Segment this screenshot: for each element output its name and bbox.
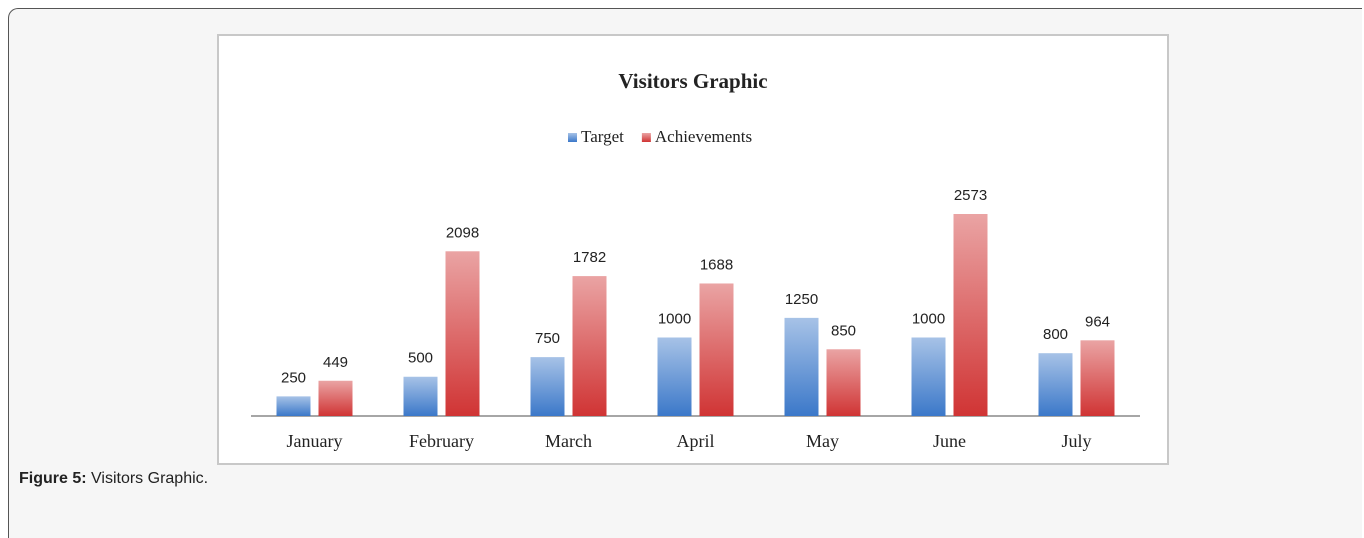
- x-tick-label: January: [287, 431, 343, 451]
- bar: [1080, 340, 1115, 416]
- bar: [911, 337, 946, 416]
- data-label: 500: [408, 350, 433, 367]
- x-tick-label: March: [545, 431, 592, 451]
- legend-swatch: [641, 133, 651, 142]
- data-label: 250: [281, 369, 306, 386]
- x-tick-label: April: [677, 431, 715, 451]
- bar: [403, 376, 438, 416]
- chart: Visitors Graphic Target Achievements Janua…: [251, 69, 1140, 451]
- caption: Figure 5: Visitors Graphic.: [19, 470, 208, 488]
- data-label: 800: [1043, 326, 1068, 343]
- bar: [657, 337, 692, 416]
- chart-panel: Visitors Graphic Target Achievements Janua…: [217, 34, 1169, 465]
- data-label: 1250: [785, 291, 818, 308]
- figure-frame: Visitors Graphic Target Achievements Janua…: [8, 8, 1362, 538]
- bar: [1038, 353, 1073, 416]
- bar: [699, 283, 734, 416]
- legend-label: Target: [581, 127, 624, 146]
- x-tick-label: June: [933, 431, 966, 451]
- caption-text: Visitors Graphic.: [91, 470, 209, 487]
- bar: [826, 349, 861, 416]
- legend-swatch: [568, 133, 577, 142]
- data-label: 1688: [700, 256, 733, 273]
- data-label: 2573: [954, 187, 987, 204]
- bar: [445, 251, 480, 416]
- chart-title: Visitors Graphic: [618, 69, 767, 93]
- bar: [784, 317, 819, 416]
- x-tick-label: July: [1061, 431, 1091, 451]
- legend-label: Achievements: [655, 127, 752, 146]
- bar: [530, 357, 565, 416]
- data-label: 1782: [573, 249, 606, 266]
- x-tick-label: May: [806, 431, 839, 451]
- data-label: 964: [1085, 313, 1110, 330]
- data-label: 1000: [658, 310, 691, 327]
- caption-label: Figure 5:: [19, 470, 87, 487]
- bar: [276, 396, 311, 416]
- data-label: 449: [323, 354, 348, 371]
- data-label: 850: [831, 322, 856, 339]
- data-label: 2098: [446, 224, 479, 241]
- bar: [318, 380, 353, 416]
- data-label: 750: [535, 330, 560, 347]
- bar: [572, 276, 607, 416]
- x-tick-label: February: [409, 431, 474, 451]
- data-label: 1000: [912, 310, 945, 327]
- bar: [953, 214, 988, 416]
